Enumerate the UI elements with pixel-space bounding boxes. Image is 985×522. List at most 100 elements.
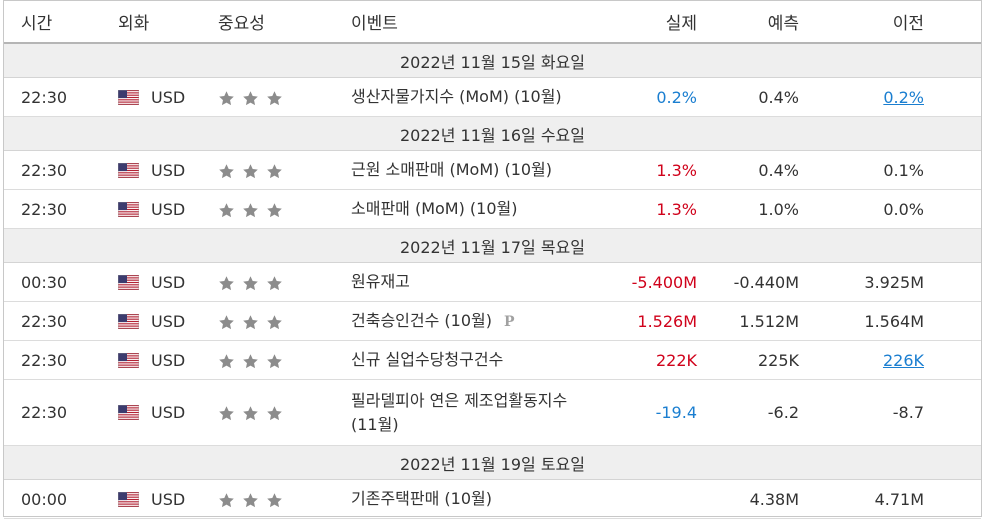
event-forecast: 0.4%: [697, 150, 799, 190]
event-forecast: 0.4%: [697, 77, 799, 117]
star-icon: [266, 202, 283, 219]
event-previous-link[interactable]: 0.2%: [883, 87, 924, 107]
event-importance: [218, 479, 351, 519]
date-separator-row: 2022년 11월 19일 토요일: [4, 445, 981, 480]
event-previous-cell: 0.1%: [799, 150, 981, 190]
event-actual: 1.3%: [581, 189, 697, 229]
date-separator-row: 2022년 11월 15일 화요일: [4, 43, 981, 78]
header-actual[interactable]: 실제: [581, 1, 697, 44]
header-row: 시간 외화 중요성 이벤트 실제 예측 이전: [4, 1, 981, 44]
star-icon: [266, 353, 283, 370]
event-time: 22:30: [4, 340, 118, 380]
date-label: 2022년 11월 19일 토요일: [4, 445, 981, 480]
date-separator-row: 2022년 11월 17일 목요일: [4, 228, 981, 263]
event-actual: 1.526M: [581, 301, 697, 341]
us-flag-icon: [117, 491, 140, 507]
event-importance: [218, 340, 351, 380]
event-previous-cell: 226K: [799, 340, 981, 380]
event-previous: 0.0%: [883, 199, 924, 219]
star-icon: [218, 202, 235, 219]
event-time: 22:30: [4, 77, 118, 117]
event-name-cell: 원유재고: [351, 262, 581, 302]
event-importance: [218, 77, 351, 117]
event-previous-cell: 0.0%: [799, 189, 981, 229]
importance-stars: [218, 202, 283, 219]
event-row[interactable]: 22:30 USD 건축승인건수 (10월) P 1.526M 1.512M 1.564M: [4, 301, 981, 341]
event-row[interactable]: 22:30 USD 필라델피아 연은 제조업활동지수 (11월) -19.4 -6.2 -…: [4, 379, 981, 446]
star-icon: [242, 314, 259, 331]
header-importance[interactable]: 중요성: [218, 1, 351, 44]
event-row[interactable]: 22:30 USD 생산자물가지수 (MoM) (10월) 0.2% 0.4% 0.2%: [4, 77, 981, 117]
event-previous-link[interactable]: 226K: [882, 350, 924, 370]
date-label: 2022년 11월 16일 수요일: [4, 116, 981, 151]
star-icon: [242, 202, 259, 219]
event-previous: 0.1%: [883, 160, 924, 180]
event-currency-cell: USD: [117, 340, 218, 380]
event-time: 22:30: [4, 379, 118, 446]
preliminary-badge: P: [503, 314, 515, 330]
star-icon: [266, 492, 283, 509]
event-name-link[interactable]: 신규 실업수당청구건수: [351, 350, 504, 369]
event-name-link[interactable]: 원유재고: [351, 272, 410, 291]
economic-calendar: 시간 외화 중요성 이벤트 실제 예측 이전 2022년 11월 15일 화요일…: [3, 0, 982, 519]
event-previous: 4.71M: [874, 489, 924, 509]
event-currency-cell: USD: [117, 262, 218, 302]
event-actual: 222K: [581, 340, 697, 380]
header-currency[interactable]: 외화: [118, 1, 218, 44]
event-row[interactable]: 22:30 USD 신규 실업수당청구건수 222K 225K 226K: [4, 340, 981, 380]
event-currency: USD: [151, 311, 186, 331]
event-name-cell: 신규 실업수당청구건수: [351, 340, 581, 380]
event-row[interactable]: 22:30 USD 소매판매 (MoM) (10월) 1.3% 1.0% 0.0%: [4, 189, 981, 229]
event-time: 22:30: [4, 150, 118, 190]
us-flag-icon: [117, 313, 140, 329]
event-forecast: -6.2: [697, 379, 799, 446]
us-flag-icon: [117, 352, 140, 368]
star-icon: [218, 405, 235, 422]
star-icon: [266, 163, 283, 180]
star-icon: [218, 492, 235, 509]
event-forecast: 225K: [697, 340, 799, 380]
star-icon: [218, 90, 235, 107]
event-name-link[interactable]: 필라델피아 연은 제조업활동지수 (11월): [351, 390, 568, 434]
event-name-link[interactable]: 생산자물가지수 (MoM) (10월): [351, 87, 562, 106]
event-row[interactable]: 22:30 USD 근원 소매판매 (MoM) (10월) 1.3% 0.4% 0.1%: [4, 150, 981, 190]
star-icon: [242, 492, 259, 509]
event-name-link[interactable]: 건축승인건수 (10월): [351, 311, 492, 330]
star-icon: [266, 314, 283, 331]
star-icon: [218, 353, 235, 370]
event-time: 00:30: [4, 262, 118, 302]
event-name-link[interactable]: 소매판매 (MoM) (10월): [351, 199, 518, 218]
event-actual: [581, 479, 697, 519]
event-importance: [218, 150, 351, 190]
event-forecast: 1.0%: [697, 189, 799, 229]
event-currency-cell: USD: [117, 189, 218, 229]
date-label: 2022년 11월 17일 목요일: [4, 228, 981, 263]
event-currency: USD: [151, 199, 186, 219]
event-name-link[interactable]: 근원 소매판매 (MoM) (10월): [351, 160, 553, 179]
event-name-cell: 필라델피아 연은 제조업활동지수 (11월): [351, 379, 581, 446]
event-name-link[interactable]: 기존주택판매 (10월): [351, 489, 492, 508]
event-currency: USD: [151, 350, 186, 370]
event-name-cell: 건축승인건수 (10월) P: [351, 301, 581, 341]
event-time: 22:30: [4, 301, 118, 341]
event-row[interactable]: 00:30 USD 원유재고 -5.400M -0.440M 3.925M: [4, 262, 981, 302]
event-forecast: -0.440M: [697, 262, 799, 302]
event-time: 00:00: [4, 479, 118, 519]
importance-stars: [218, 314, 283, 331]
event-row[interactable]: 00:00 USD 기존주택판매 (10월) 4.38M 4.71M: [4, 479, 981, 519]
event-name-cell: 근원 소매판매 (MoM) (10월): [351, 150, 581, 190]
header-time[interactable]: 시간: [4, 1, 118, 44]
header-forecast[interactable]: 예측: [697, 1, 799, 44]
event-name-cell: 기존주택판매 (10월): [351, 479, 581, 519]
star-icon: [242, 90, 259, 107]
header-previous[interactable]: 이전: [799, 1, 981, 44]
star-icon: [218, 314, 235, 331]
event-currency-cell: USD: [117, 150, 218, 190]
event-importance: [218, 379, 351, 446]
event-actual: 0.2%: [581, 77, 697, 117]
event-actual: -5.400M: [581, 262, 697, 302]
event-previous-cell: -8.7: [799, 379, 981, 446]
us-flag-icon: [117, 404, 140, 421]
header-event[interactable]: 이벤트: [351, 1, 581, 44]
star-icon: [242, 353, 259, 370]
